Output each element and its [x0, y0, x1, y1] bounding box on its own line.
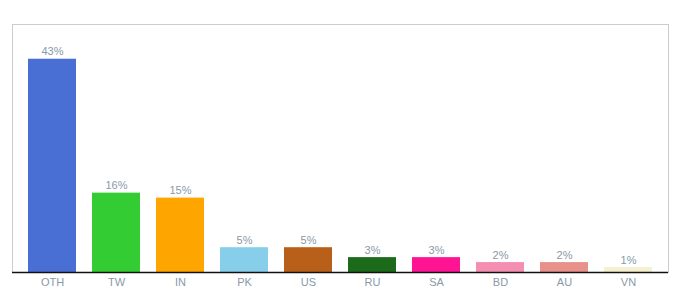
svg-text:AU: AU: [557, 276, 572, 288]
svg-text:US: US: [301, 276, 316, 288]
svg-text:RU: RU: [365, 276, 381, 288]
svg-text:3%: 3%: [429, 244, 445, 256]
svg-text:5%: 5%: [301, 234, 317, 246]
svg-text:PK: PK: [237, 276, 252, 288]
svg-text:43%: 43%: [41, 45, 63, 57]
svg-text:SA: SA: [429, 276, 444, 288]
svg-text:OTH: OTH: [41, 276, 64, 288]
svg-text:5%: 5%: [237, 234, 253, 246]
svg-text:2%: 2%: [557, 249, 573, 261]
svg-text:15%: 15%: [169, 184, 191, 196]
svg-text:3%: 3%: [365, 244, 381, 256]
svg-text:IN: IN: [175, 276, 186, 288]
svg-text:BD: BD: [493, 276, 508, 288]
svg-text:2%: 2%: [493, 249, 509, 261]
svg-text:1%: 1%: [621, 254, 637, 266]
svg-text:16%: 16%: [105, 179, 127, 191]
svg-text:TW: TW: [108, 276, 126, 288]
svg-text:VN: VN: [621, 276, 636, 288]
